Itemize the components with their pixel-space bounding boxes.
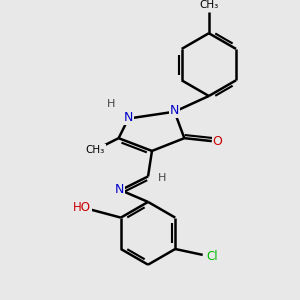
Text: H: H <box>158 173 166 183</box>
Text: Cl: Cl <box>207 250 218 263</box>
Text: CH₃: CH₃ <box>199 0 218 10</box>
Text: O: O <box>213 135 223 148</box>
Text: N: N <box>124 111 133 124</box>
Text: N: N <box>115 183 124 196</box>
Text: H: H <box>106 99 115 109</box>
Text: N: N <box>170 104 179 117</box>
Text: HO: HO <box>73 201 91 214</box>
Text: CH₃: CH₃ <box>85 145 105 155</box>
